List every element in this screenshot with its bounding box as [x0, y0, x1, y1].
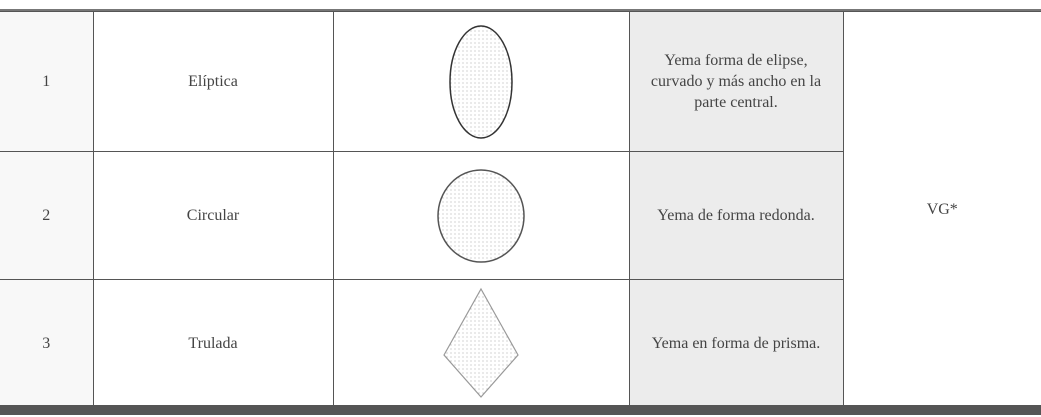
- circle-drawing: [437, 168, 525, 263]
- description: Yema en forma de prisma.: [628, 279, 844, 407]
- group-label: VG*: [842, 11, 1041, 407]
- ellipse-drawing: [449, 24, 513, 139]
- row-number: 2: [0, 151, 94, 280]
- shape-drawing: [332, 151, 630, 280]
- description: Yema de forma redonda.: [628, 151, 844, 280]
- kite-drawing: [443, 287, 519, 398]
- table-wrap: 1 Elíptica Yema forma de elipse, curvado…: [0, 9, 1041, 417]
- shape-drawing: [332, 279, 630, 407]
- shape-name: Elíptica: [92, 11, 334, 152]
- row-number: 1: [0, 11, 94, 152]
- footer-bar: [0, 405, 1041, 415]
- row-number: 3: [0, 279, 94, 407]
- description: Yema forma de elipse, curvado y más anch…: [628, 11, 844, 152]
- trait-table: 1 Elíptica Yema forma de elipse, curvado…: [0, 11, 1041, 407]
- shape-name: Circular: [92, 151, 334, 280]
- shape-name: Trulada: [92, 279, 334, 407]
- shape-drawing: [332, 11, 630, 152]
